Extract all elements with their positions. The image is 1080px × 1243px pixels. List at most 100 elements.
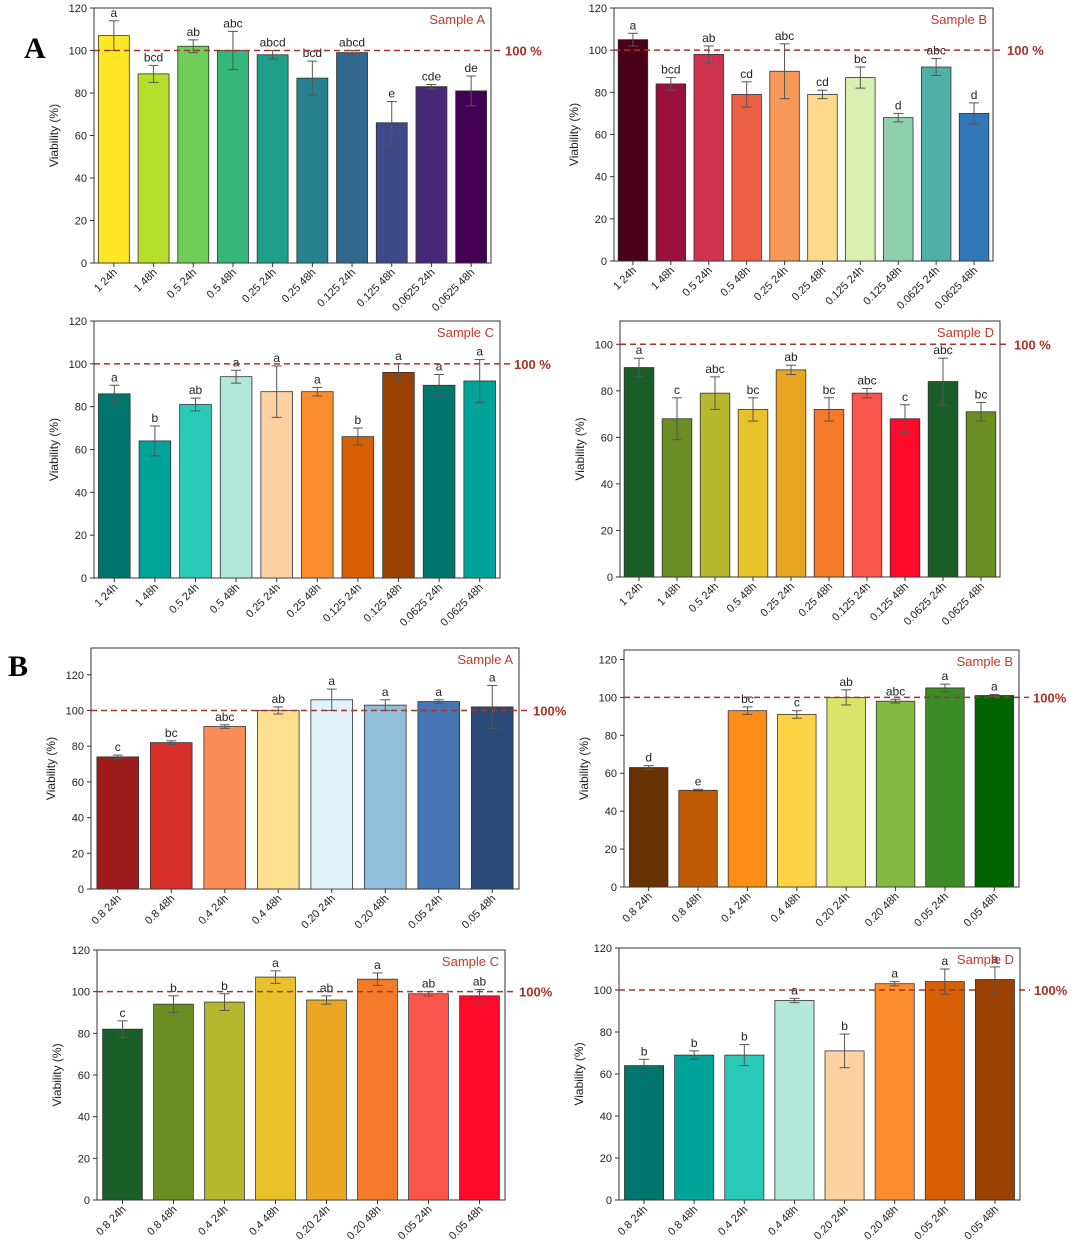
- bar: [617, 39, 649, 262]
- bar: [336, 52, 368, 264]
- y-tick-label: 60: [78, 1070, 90, 1082]
- y-tick-label: 60: [600, 1069, 612, 1081]
- y-tick-label: 40: [75, 173, 87, 185]
- category-label: 0.0625 24h: [398, 582, 445, 629]
- category-label: 1 24h: [611, 265, 639, 293]
- category-label: 0.05 48h: [962, 1204, 1001, 1243]
- significance-letter: ab: [272, 692, 286, 706]
- bar: [965, 411, 997, 578]
- chart-a-sample-c: 0 20 40 60 80 100 120 Viability (%) a 1 24h b 1 48h…: [47, 316, 551, 629]
- significance-letter: bcd: [144, 50, 163, 64]
- y-tick-label: 20: [75, 530, 87, 542]
- y-tick-label: 120: [69, 316, 87, 328]
- bar: [927, 381, 959, 578]
- y-tick-label: 20: [605, 844, 617, 856]
- category-label: 0.5 24h: [167, 582, 201, 616]
- y-tick-label: 0: [611, 882, 617, 894]
- significance-letter: a: [941, 954, 948, 968]
- category-label: 0.0625 48h: [430, 267, 477, 314]
- category-label: 0.125 24h: [823, 265, 866, 308]
- significance-letter: de: [464, 61, 478, 75]
- y-tick-label: 80: [601, 386, 613, 398]
- bar: [629, 767, 669, 888]
- bar: [415, 86, 448, 264]
- y-tick-label: 40: [75, 487, 87, 499]
- bar: [724, 1054, 765, 1201]
- reference-label: 100 %: [1007, 43, 1044, 58]
- y-axis-label: Viability (%): [44, 737, 58, 800]
- category-label: 0.125 24h: [315, 267, 358, 310]
- significance-letter: abc: [933, 343, 952, 357]
- y-tick-label: 20: [600, 1153, 612, 1165]
- category-label: 0.0625 48h: [438, 582, 485, 629]
- significance-letter: d: [645, 751, 652, 765]
- reference-label: 100%: [519, 985, 553, 1000]
- reference-label: 100%: [1033, 690, 1067, 705]
- significance-letter: ab: [784, 350, 798, 364]
- bar: [153, 1003, 194, 1201]
- y-tick-label: 60: [595, 130, 607, 142]
- bar: [826, 697, 866, 888]
- y-tick-label: 0: [81, 573, 87, 585]
- bar: [203, 726, 247, 890]
- significance-letter: c: [902, 390, 908, 404]
- bar: [777, 714, 817, 888]
- category-label: 0.8 24h: [620, 891, 654, 925]
- category-label: 0.05 24h: [406, 893, 445, 932]
- category-label: 0.25 48h: [285, 582, 324, 621]
- significance-letter: abc: [886, 684, 905, 698]
- significance-letter: a: [273, 351, 280, 365]
- category-label: 0.125 24h: [321, 582, 364, 625]
- significance-letter: cde: [422, 70, 442, 84]
- significance-letter: a: [636, 343, 643, 357]
- y-tick-label: 100: [589, 45, 607, 57]
- y-tick-label: 20: [595, 214, 607, 226]
- plot-frame: [90, 647, 520, 890]
- bar: [920, 66, 952, 262]
- significance-letter: a: [992, 952, 999, 966]
- significance-letter: d: [971, 88, 978, 102]
- category-label: 0.125 48h: [362, 582, 405, 625]
- category-label: 0.8 48h: [670, 891, 704, 925]
- significance-letter: abc: [775, 29, 794, 43]
- bar: [874, 983, 915, 1201]
- category-label: 0.25 24h: [244, 582, 283, 621]
- chart-a-sample-a: 0 20 40 60 80 100 120 Viability (%) a 1 24h bcd 1 4…: [47, 3, 542, 314]
- y-tick-label: 80: [75, 88, 87, 100]
- y-axis-label: Viability (%): [567, 103, 581, 166]
- category-label: 0.125 24h: [830, 581, 873, 624]
- y-tick-label: 80: [72, 741, 84, 753]
- bar: [137, 73, 170, 264]
- y-tick-label: 40: [601, 479, 613, 491]
- bar: [375, 122, 408, 264]
- chart-title: Sample C: [437, 325, 494, 340]
- y-tick-label: 100: [69, 359, 87, 371]
- category-label: 0.5 24h: [687, 581, 721, 615]
- significance-letter: e: [695, 774, 702, 788]
- chart-b-sample-d: 0 20 40 60 80 100 120 Viability (%) b 0.8 24h b 0.8…: [572, 943, 1068, 1242]
- bar: [470, 706, 514, 890]
- significance-letter: a: [111, 6, 118, 20]
- category-label: 0.25 24h: [758, 581, 797, 620]
- y-tick-label: 20: [75, 216, 87, 228]
- y-tick-label: 100: [72, 987, 90, 999]
- significance-letter: b: [741, 1030, 748, 1044]
- bar: [974, 979, 1015, 1201]
- y-tick-label: 120: [599, 654, 617, 666]
- reference-label: 100 %: [505, 44, 542, 59]
- y-tick-label: 0: [78, 884, 84, 896]
- bar: [256, 54, 289, 264]
- significance-letter: a: [328, 674, 335, 688]
- bar: [889, 418, 921, 578]
- significance-letter: cd: [740, 67, 753, 81]
- y-tick-label: 80: [600, 1027, 612, 1039]
- chart-b-sample-a: 0 20 40 60 80 100 120 Viability (%) c 0.8 24h bc 0.…: [44, 647, 567, 932]
- reference-label: 100%: [533, 703, 567, 718]
- bar: [655, 83, 687, 262]
- category-label: 0.5 48h: [205, 267, 239, 301]
- category-label: 1 48h: [655, 581, 683, 609]
- y-tick-label: 0: [607, 572, 613, 584]
- category-label: 0.25 48h: [796, 581, 835, 620]
- category-label: 0.25 48h: [280, 267, 319, 306]
